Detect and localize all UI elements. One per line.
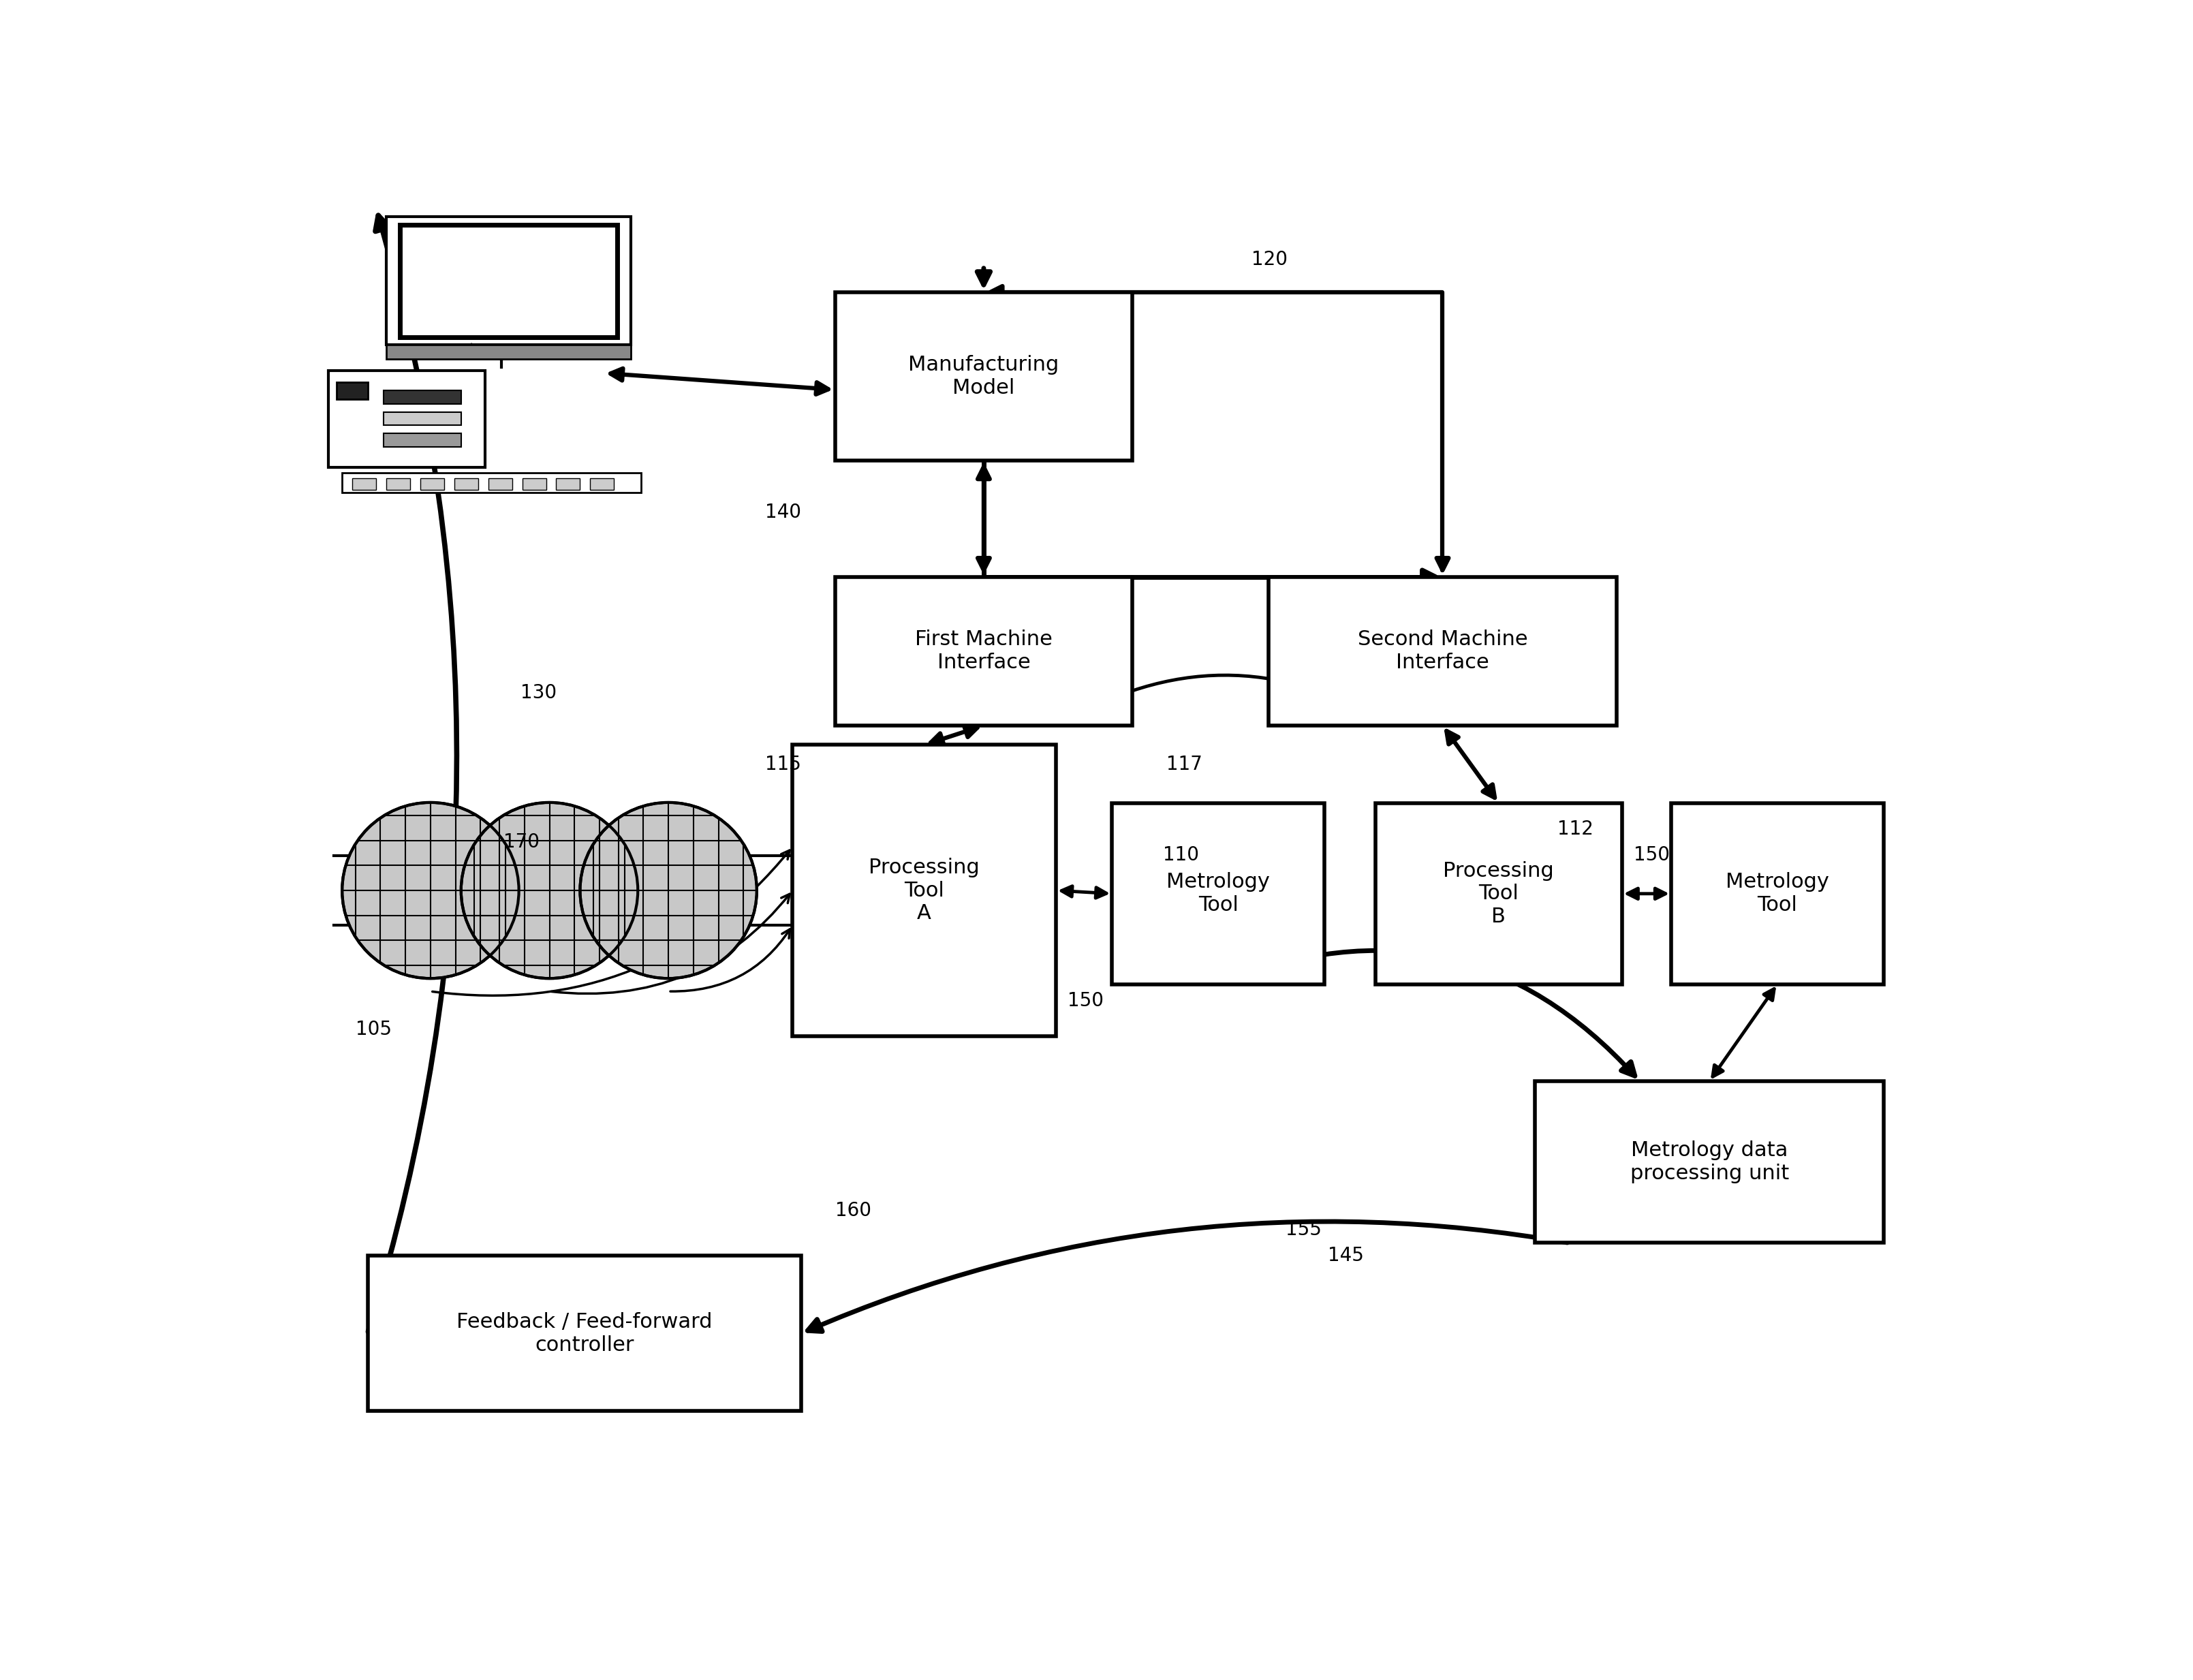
Ellipse shape bbox=[579, 803, 757, 978]
Text: Processing
Tool
B: Processing Tool B bbox=[1443, 860, 1555, 926]
Text: 140: 140 bbox=[765, 502, 800, 521]
Text: 170: 170 bbox=[504, 832, 539, 852]
Bar bbox=[454, 479, 478, 491]
Text: 150: 150 bbox=[1634, 845, 1669, 865]
Bar bbox=[1375, 803, 1623, 984]
Text: Feedback / Feed-forward
controller: Feedback / Feed-forward controller bbox=[456, 1312, 713, 1354]
Ellipse shape bbox=[461, 803, 638, 978]
Bar bbox=[522, 479, 546, 491]
Ellipse shape bbox=[342, 803, 520, 978]
Text: 105: 105 bbox=[355, 1020, 393, 1038]
Bar bbox=[1671, 803, 1884, 984]
Bar bbox=[1535, 1082, 1884, 1243]
Bar bbox=[836, 292, 1132, 460]
Text: 112: 112 bbox=[1557, 820, 1594, 838]
Bar bbox=[386, 479, 410, 491]
Text: Metrology
Tool: Metrology Tool bbox=[1167, 872, 1270, 916]
Bar bbox=[386, 217, 632, 344]
Text: 117: 117 bbox=[1167, 754, 1202, 774]
Text: 155: 155 bbox=[1285, 1220, 1322, 1240]
Bar bbox=[342, 472, 640, 492]
Text: 115: 115 bbox=[765, 754, 800, 774]
Text: 145: 145 bbox=[1327, 1247, 1364, 1265]
Text: Second Machine
Interface: Second Machine Interface bbox=[1357, 630, 1529, 672]
Text: 130: 130 bbox=[520, 684, 557, 702]
Bar bbox=[384, 391, 461, 405]
Bar bbox=[792, 744, 1057, 1037]
Bar bbox=[421, 479, 443, 491]
Text: 160: 160 bbox=[836, 1201, 871, 1220]
Bar bbox=[384, 412, 461, 425]
Bar bbox=[368, 1257, 800, 1411]
Bar bbox=[590, 479, 614, 491]
Bar bbox=[1268, 576, 1616, 726]
Bar bbox=[836, 576, 1132, 726]
Text: Processing
Tool
A: Processing Tool A bbox=[868, 858, 980, 924]
Bar bbox=[399, 225, 618, 338]
Text: Manufacturing
Model: Manufacturing Model bbox=[908, 354, 1059, 398]
Text: Metrology
Tool: Metrology Tool bbox=[1726, 872, 1829, 916]
Bar bbox=[384, 433, 461, 447]
Text: First Machine
Interface: First Machine Interface bbox=[914, 630, 1053, 672]
Bar bbox=[1112, 803, 1325, 984]
Bar bbox=[329, 370, 485, 467]
Bar bbox=[557, 479, 579, 491]
Bar bbox=[386, 344, 632, 360]
Bar bbox=[489, 479, 513, 491]
Bar bbox=[336, 381, 368, 400]
Text: 120: 120 bbox=[1252, 250, 1287, 269]
Text: 150: 150 bbox=[1068, 991, 1103, 1011]
Text: Metrology data
processing unit: Metrology data processing unit bbox=[1629, 1141, 1789, 1183]
Bar bbox=[353, 479, 377, 491]
Text: 110: 110 bbox=[1162, 845, 1200, 865]
